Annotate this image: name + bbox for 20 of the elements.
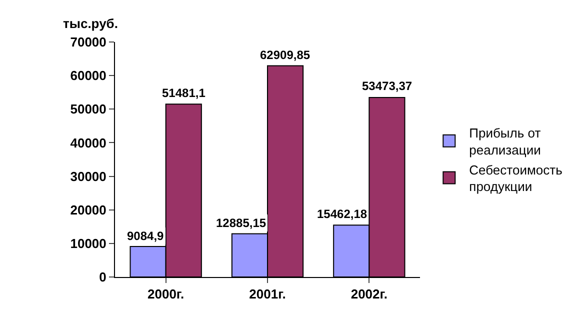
x-tick-label: 2001г. [249, 286, 286, 302]
y-tick-label: 60000 [70, 68, 106, 84]
x-tick-label: 2000г. [148, 286, 184, 302]
data-label: 9084,9 [127, 229, 164, 243]
data-label: 53473,37 [362, 79, 412, 93]
y-tick-label: 30000 [70, 168, 106, 184]
data-label: 62909,85 [260, 48, 310, 62]
y-tick-label: 20000 [70, 202, 106, 218]
y-tick-label: 40000 [70, 135, 106, 150]
y-tick-label: 10000 [70, 236, 106, 251]
legend-label: Себестоимость продукции [469, 162, 563, 194]
data-label: 51481,1 [162, 86, 206, 100]
x-tick-label: 2002г. [350, 286, 388, 302]
y-tick-label: 50000 [70, 102, 106, 117]
y-tick-label: 0 [99, 270, 106, 285]
data-label: 15462,18 [317, 207, 368, 221]
data-label: 12885,15 [216, 216, 266, 230]
legend-label: Прибыль от реализации [469, 126, 541, 158]
y-tick-label: 70000 [70, 34, 106, 50]
y-axis-title: тыс.руб. [63, 16, 118, 31]
